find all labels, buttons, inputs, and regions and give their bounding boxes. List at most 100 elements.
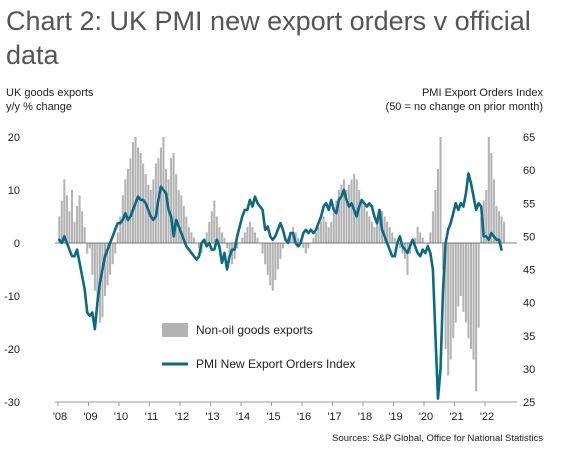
bar-126: [378, 216, 381, 243]
left-axis-label-line-2: y/y % change: [6, 101, 73, 113]
bar-14: [93, 243, 96, 291]
bar-61: [213, 200, 216, 243]
bar-113: [345, 190, 348, 243]
bar-106: [327, 227, 330, 243]
bar-117: [355, 179, 358, 243]
x-tick-label-1: '09: [83, 411, 97, 423]
bar-130: [388, 227, 391, 243]
bar-80: [261, 243, 264, 254]
bar-125: [375, 221, 378, 243]
bar-31: [137, 147, 140, 243]
bar-50: [185, 216, 188, 243]
bar-102: [317, 227, 320, 243]
right-axis-label-line-1: PMI Export Orders Index: [421, 87, 543, 99]
bar-82: [266, 243, 269, 275]
bar-94: [297, 237, 300, 243]
bar-20: [109, 243, 112, 275]
line-layer: [57, 172, 503, 400]
pmi-line: [57, 172, 503, 400]
bar-10: [83, 227, 86, 243]
axes-layer: '08 '09 '10 '11 '12 '13 '14 '15 '16 '17 '18 '19 '20 '…: [4, 132, 535, 423]
bar-7: [76, 205, 79, 243]
x-tick-label-13: '21: [449, 411, 463, 423]
bar-66: [226, 243, 229, 249]
bar-6: [73, 221, 76, 243]
x-tick-label-3: '11: [145, 411, 159, 423]
bar-123: [370, 221, 373, 243]
bar-100: [312, 237, 315, 243]
x-tick-label-8: '16: [297, 411, 311, 423]
bar-172: [495, 205, 498, 243]
right-tick-label-6: 35: [523, 331, 535, 343]
bar-13: [91, 243, 94, 275]
right-tick-label-8: 25: [523, 397, 535, 409]
bar-30: [134, 137, 137, 243]
chart-title: Chart 2: UK PMI new export orders v offi…: [6, 6, 531, 70]
bar-55: [198, 243, 201, 249]
bar-160: [464, 243, 467, 323]
right-tick-label-0: 65: [523, 132, 535, 144]
bar-161: [467, 243, 470, 339]
bar-132: [393, 237, 396, 243]
bar-49: [182, 205, 185, 243]
x-tick-label-7: '15: [266, 411, 280, 423]
bar-5: [70, 190, 73, 243]
x-tick-label-0: '08: [53, 411, 67, 423]
bar-60: [210, 211, 213, 243]
bar-62: [215, 216, 218, 243]
right-tick-label-4: 45: [523, 265, 535, 277]
bar-24: [119, 216, 122, 243]
bar-150: [439, 137, 442, 243]
bar-171: [492, 179, 495, 243]
x-tick-label-14: '22: [480, 411, 494, 423]
bar-53: [192, 237, 195, 243]
bar-97: [304, 243, 307, 254]
bar-65: [223, 237, 226, 243]
x-tick-label-9: '17: [327, 411, 341, 423]
bar-85: [274, 243, 277, 281]
bar-87: [279, 243, 282, 259]
bar-147: [431, 211, 434, 243]
bar-156: [454, 243, 457, 323]
legend-swatch-bars: [162, 323, 188, 337]
bar-86: [276, 243, 279, 270]
bar-101: [314, 232, 317, 243]
bar-17: [101, 243, 104, 318]
right-tick-label-5: 40: [523, 298, 535, 310]
bar-168: [485, 190, 488, 243]
left-tick-label-0: 20: [8, 132, 20, 144]
bar-52: [190, 232, 193, 243]
bar-159: [462, 243, 465, 312]
x-tick-label-6: '14: [236, 411, 250, 423]
bar-37: [152, 179, 155, 243]
bar-148: [434, 190, 437, 243]
bar-93: [294, 232, 297, 243]
bar-175: [503, 221, 506, 243]
bar-165: [477, 243, 480, 328]
left-tick-label-2: 0: [14, 238, 20, 250]
x-tick-label-4: '12: [175, 411, 189, 423]
bar-118: [358, 190, 361, 243]
bar-1: [60, 200, 63, 243]
bar-169: [487, 137, 490, 243]
bar-129: [386, 221, 389, 243]
bar-142: [419, 232, 422, 243]
bar-3: [65, 195, 68, 243]
bar-158: [459, 243, 462, 296]
right-tick-label-2: 55: [523, 198, 535, 210]
bar-174: [500, 216, 503, 243]
right-tick-label-1: 60: [523, 165, 535, 177]
legend-label-line: PMI New Export Orders Index: [196, 357, 355, 371]
bar-69: [233, 243, 236, 259]
bar-154: [449, 243, 452, 360]
bar-73: [243, 232, 246, 243]
bar-33: [142, 163, 145, 243]
bar-18: [104, 243, 107, 296]
bar-15: [96, 243, 99, 307]
bar-46: [175, 174, 178, 243]
bar-164: [475, 243, 478, 392]
bar-140: [414, 237, 417, 243]
bar-143: [421, 237, 424, 243]
bar-121: [365, 211, 368, 243]
bar-75: [248, 221, 251, 243]
